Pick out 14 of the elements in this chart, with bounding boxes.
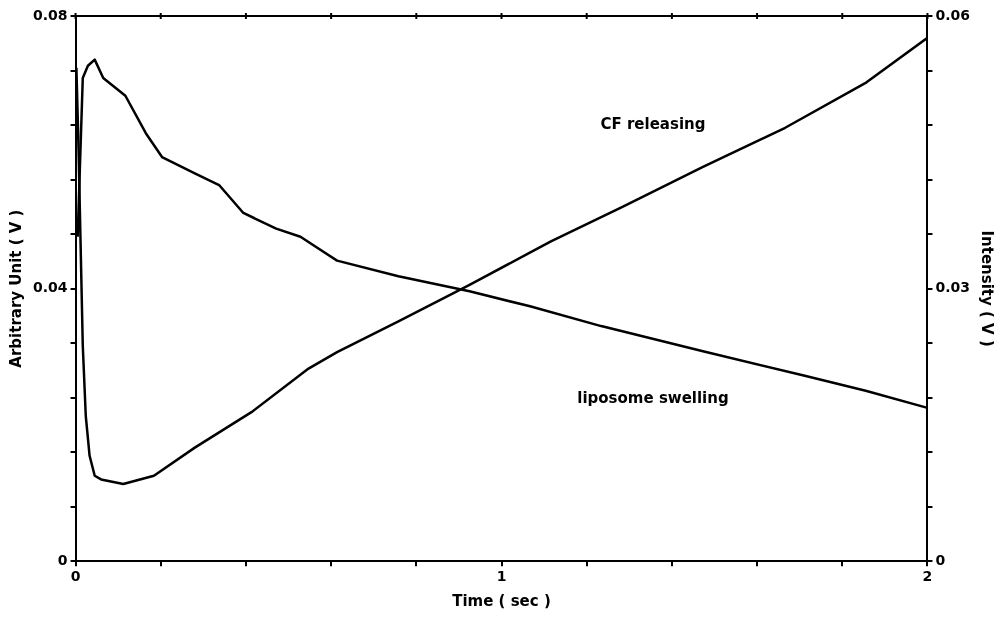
text: liposome swelling [577,389,729,408]
y-tick-label: 0.08 [33,6,68,23]
x-tick-label: 1 [496,568,507,585]
y2-axis-title: Intensity ( V ) [978,230,997,347]
y-tick-label: 0.04 [33,279,68,296]
x-tick-label: 2 [922,568,933,585]
x-axis-title: Time ( sec ) [452,591,551,610]
y-tick-label: 0 [57,551,68,568]
series-label: CF releasing [600,114,706,133]
y2-tick-label: 0.06 [935,6,970,23]
x-tick-label: 0 [70,568,81,585]
y-axis-title: Arbitrary Unit ( V ) [6,209,25,368]
y2-tick-label: 0 [935,551,946,568]
y2-tick-label: 0.03 [935,279,970,296]
